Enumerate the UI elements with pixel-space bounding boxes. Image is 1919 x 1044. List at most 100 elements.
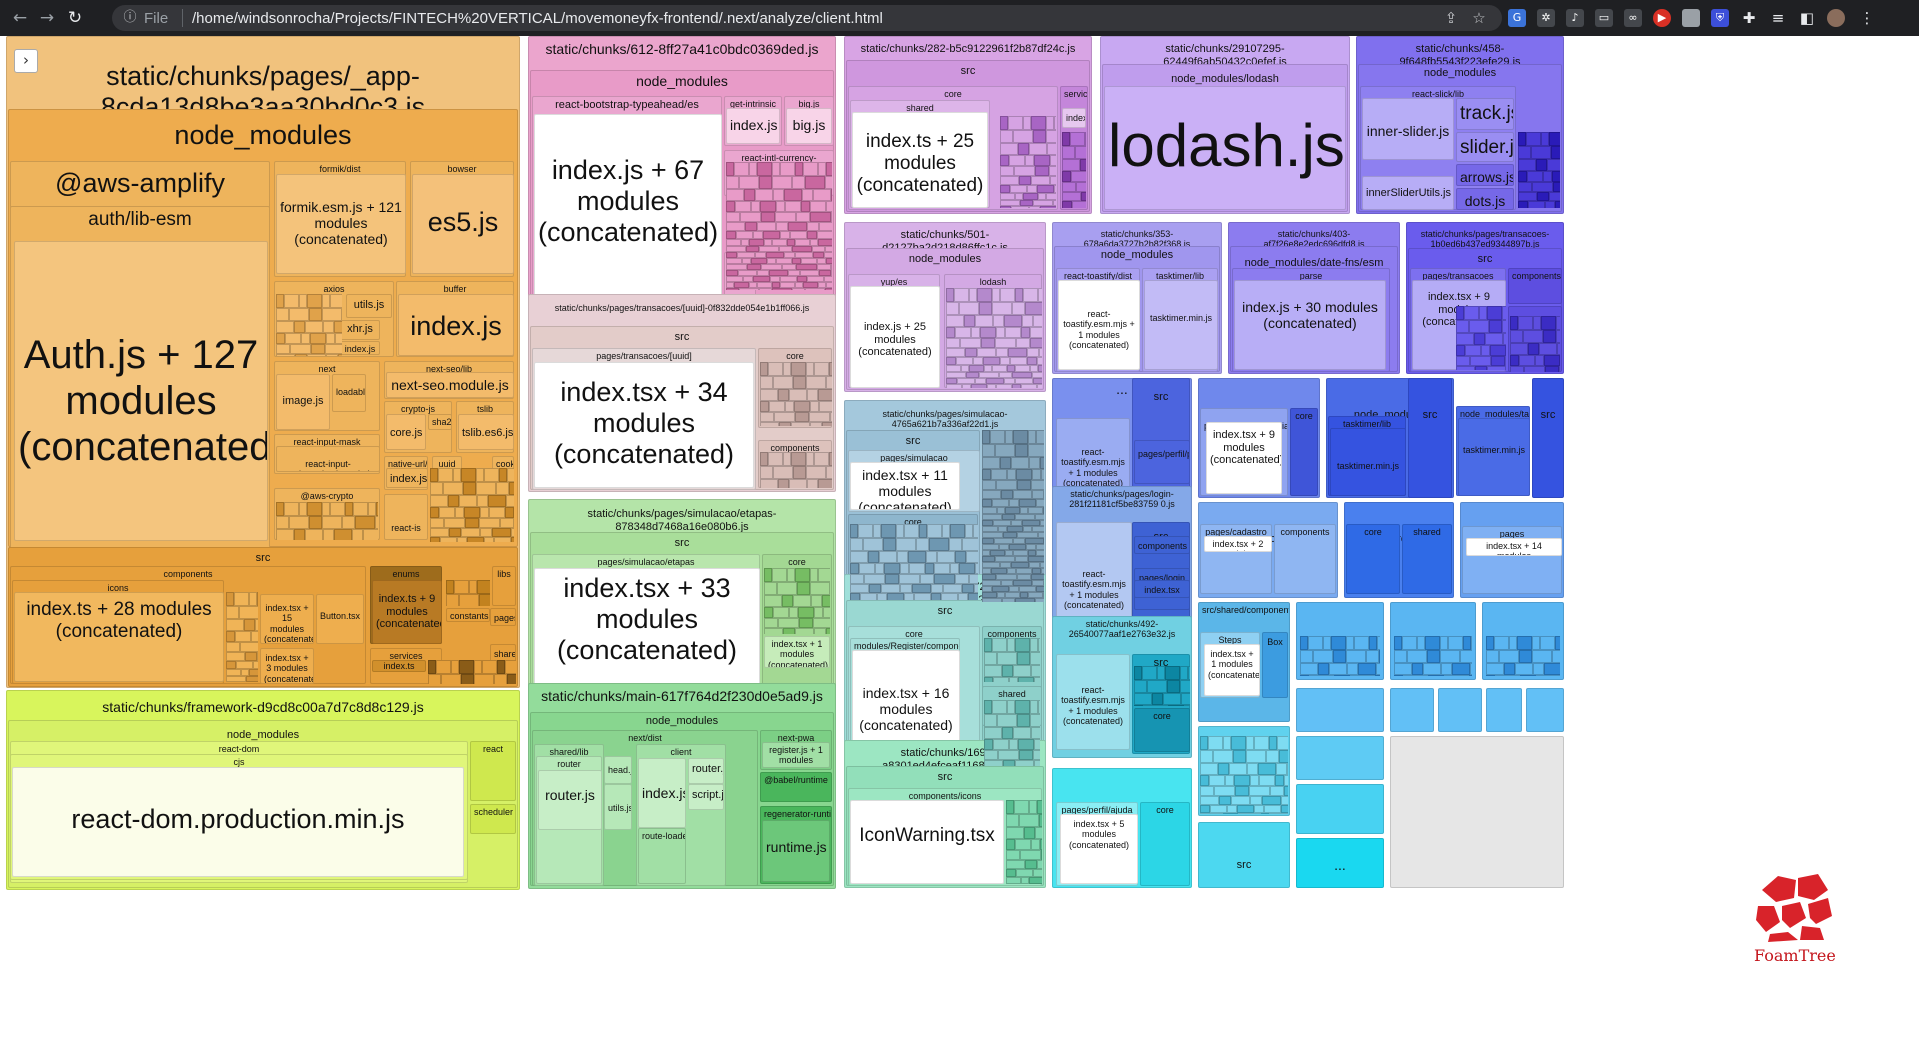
treemap-cell-blue-index-14[interactable]: index.tsx + 14 modules (concatenated) bbox=[1466, 538, 1562, 556]
treemap-cell-small-4-tasktimer[interactable]: tasktimer.min.js bbox=[1458, 418, 1530, 496]
treemap-cell-auth-js[interactable]: Auth.js + 127 modules (concatenated) bbox=[14, 241, 268, 541]
treemap-cell-pages-cadastro[interactable]: pages/cadastro bbox=[1200, 524, 1272, 594]
treemap-cell-tasktimer-min[interactable]: tasktimer.min.js bbox=[1144, 280, 1218, 370]
treemap[interactable]: static/chunks/pages/_app-8cda13d8be3aa30… bbox=[0, 36, 1919, 1044]
treemap-cell-dots[interactable]: ... bbox=[1296, 838, 1384, 888]
treemap-cell-track-js[interactable]: track.js bbox=[1456, 98, 1514, 130]
treemap-cell-small-4-src[interactable]: src bbox=[1532, 378, 1564, 498]
extension-icon[interactable]: ♪ bbox=[1566, 9, 1584, 27]
browser-menu-icon[interactable]: ⋮ bbox=[1859, 9, 1875, 27]
treemap-cell-index-ts-9[interactable]: index.ts + 9 modules (concatenated) bbox=[372, 580, 442, 644]
sidebar-toggle-button[interactable]: › bbox=[14, 49, 38, 73]
treemap-cell-icon-warning[interactable]: IconWarning.tsx bbox=[850, 800, 1004, 884]
treemap-cell-react-input-mask-prod[interactable]: react-input-mask.production.min.js bbox=[276, 446, 380, 472]
treemap-cell-small-6[interactable] bbox=[1296, 784, 1384, 834]
treemap-cell-index-js-25[interactable]: index.js + 25 modules (concatenated) bbox=[850, 286, 940, 388]
treemap-cell-core-js[interactable]: core.js bbox=[386, 414, 426, 450]
treemap-cell-utils-js-main[interactable]: utils.js bbox=[604, 784, 632, 830]
treemap-cell-box[interactable]: Box bbox=[1262, 632, 1288, 698]
treemap-cell-blue-shared-1[interactable]: shared bbox=[1402, 524, 1452, 594]
treemap-cell-small-3-src[interactable]: src bbox=[1408, 378, 1452, 498]
puzzle-extensions-icon[interactable]: ✚ bbox=[1742, 9, 1756, 27]
treemap-cell-c282-index[interactable]: index.ts bbox=[1062, 108, 1086, 128]
treemap-cell-index-tsx-33[interactable]: index.tsx + 33 modules (concatenated) bbox=[534, 568, 760, 698]
treemap-cell-index-js-67[interactable]: index.js + 67 modules (concatenated) bbox=[534, 114, 722, 319]
treemap-cell-ajuda-index[interactable]: index.tsx + 5 modules (concatenated) bbox=[1060, 814, 1138, 884]
treemap-cell-lodash-js[interactable]: lodash.js bbox=[1104, 86, 1346, 210]
media-controls-icon[interactable]: ≡ bbox=[1771, 9, 1785, 27]
treemap-cell-react-is[interactable]: react-is bbox=[384, 494, 428, 540]
treemap-cell-index-js-30[interactable]: index.js + 30 modules (concatenated) bbox=[1234, 280, 1386, 370]
extension-icon[interactable]: ▭ bbox=[1595, 9, 1613, 27]
treemap-cell-tslib-es6[interactable]: tslib.es6.js bbox=[458, 414, 514, 450]
treemap-cell-small-3[interactable] bbox=[1486, 688, 1522, 732]
treemap-cell-xhr-js[interactable]: xhr.js bbox=[340, 320, 380, 340]
treemap-cell-small-2[interactable] bbox=[1438, 688, 1482, 732]
treemap-cell-c492-core[interactable]: core bbox=[1134, 708, 1190, 752]
treemap-cell-small-2-core[interactable]: core bbox=[1290, 408, 1318, 496]
treemap-cell-se-index-1[interactable]: index.tsx + 1 modules (concatenated) bbox=[764, 636, 830, 668]
treemap-cell-index-tsx-11[interactable]: index.tsx + 11 modules (concatenated) bbox=[850, 462, 960, 510]
treemap-cell-scheduler[interactable]: scheduler bbox=[470, 804, 516, 834]
treemap-cell-loadable-js[interactable]: loadable.js bbox=[332, 374, 366, 412]
treemap-cell-cyan-src-2[interactable]: src bbox=[1198, 822, 1290, 888]
treemap-cell-sha256[interactable]: sha256.js bbox=[428, 414, 452, 430]
reload-icon[interactable]: ↻ bbox=[67, 8, 83, 28]
extension-icon[interactable]: ✲ bbox=[1537, 9, 1555, 27]
info-icon[interactable]: ⓘ bbox=[123, 10, 137, 25]
url-text[interactable]: /home/windsonrocha/Projects/FINTECH%20VE… bbox=[192, 10, 883, 27]
treemap-cell-axios-index[interactable]: index.js bbox=[340, 341, 380, 355]
treemap-cell-register-js[interactable]: register.js + 1 modules (concatenated) bbox=[762, 742, 830, 768]
treemap-cell-react[interactable]: react bbox=[470, 741, 516, 801]
treemap-cell-head-js[interactable]: head.js bbox=[604, 756, 632, 784]
treemap-cell-small-3-tasktimer[interactable]: tasktimer.min.js bbox=[1330, 428, 1406, 496]
back-arrow-icon[interactable]: ← bbox=[12, 8, 28, 28]
treemap-cell-steps-index[interactable]: index.tsx + 1 modules (concatenated) bbox=[1204, 644, 1260, 696]
treemap-cell-cadastro-components[interactable]: components bbox=[1274, 524, 1336, 594]
treemap-cell-cadastro-index[interactable]: index.tsx + 2 modules (concatenated) bbox=[1204, 536, 1272, 552]
treemap-cell-constants[interactable]: constants bbox=[446, 608, 490, 622]
treemap-cell-utils-js[interactable]: utils.js bbox=[346, 294, 392, 318]
treemap-cell-route-loader[interactable]: route-loader.js bbox=[638, 828, 686, 884]
avatar[interactable] bbox=[1827, 9, 1845, 27]
treemap-cell-pages-perfil-pix[interactable]: pages/perfil/pix bbox=[1134, 440, 1190, 484]
shield-icon[interactable]: ⛨ bbox=[1711, 9, 1729, 27]
treemap-cell-dots-js[interactable]: dots.js bbox=[1456, 188, 1514, 210]
treemap-cell-arrows-js[interactable]: arrows.js bbox=[1456, 164, 1514, 186]
treemap-cell-services-index[interactable]: index.ts bbox=[372, 660, 426, 672]
youtube-extension-icon[interactable]: ▶ bbox=[1653, 9, 1671, 27]
forward-arrow-icon[interactable]: → bbox=[39, 8, 55, 28]
treemap-cell-image-js[interactable]: image.js bbox=[276, 374, 330, 430]
treemap-cell-es5-js[interactable]: es5.js bbox=[412, 174, 514, 274]
treemap-cell-client-index[interactable]: index.js bbox=[638, 758, 686, 828]
treemap-cell-next-seo-module[interactable]: next-seo.module.js bbox=[386, 372, 514, 398]
translate-extension-icon[interactable]: G bbox=[1508, 9, 1526, 27]
treemap-cell-blue-core-1[interactable]: core bbox=[1346, 524, 1400, 594]
treemap-cell-small-4[interactable] bbox=[1526, 688, 1564, 732]
treemap-cell-react-dom-prod[interactable]: react-dom.production.min.js bbox=[12, 767, 464, 877]
treemap-cell-script-js[interactable]: script.js bbox=[688, 784, 724, 810]
treemap-cell-index-ts-25[interactable]: index.ts + 25 modules (concatenated) bbox=[852, 112, 988, 208]
treemap-cell-login-index[interactable]: index.tsx bbox=[1134, 580, 1190, 598]
treemap-cell-formik-esm[interactable]: formik.esm.js + 121 modules (concatenate… bbox=[276, 174, 406, 274]
treemap-cell-babel-runtime[interactable]: @babel/runtime bbox=[760, 772, 832, 802]
treemap-cell-big-js[interactable]: big.js bbox=[786, 108, 832, 144]
extension-icon[interactable]: ∞ bbox=[1624, 9, 1642, 27]
treemap-cell-login-components[interactable]: components bbox=[1134, 536, 1190, 554]
treemap-cell-slider-js[interactable]: slider.js bbox=[1456, 132, 1514, 162]
treemap-cell-index-ts-28[interactable]: index.ts + 28 modules (concatenated) bbox=[14, 592, 224, 682]
treemap-cell-inner-slider[interactable]: inner-slider.js bbox=[1362, 98, 1454, 160]
treemap-cell-libs[interactable]: libs bbox=[492, 566, 516, 606]
treemap-cell-small-1[interactable] bbox=[1390, 688, 1434, 732]
treemap-cell-index-tsx-3[interactable]: index.tsx + 3 modules (concatenated) bbox=[260, 648, 314, 684]
treemap-cell-gi-index[interactable]: index.js bbox=[726, 108, 780, 144]
side-panel-icon[interactable]: ◧ bbox=[1799, 9, 1815, 27]
treemap-cell-small-5[interactable] bbox=[1296, 736, 1384, 780]
treemap-cell-tr-components[interactable]: components bbox=[1508, 268, 1562, 304]
treemap-cell-router-js[interactable]: router.js bbox=[538, 770, 602, 830]
treemap-cell-runtime-js[interactable]: runtime.js bbox=[762, 820, 830, 882]
treemap-cell-buffer-index[interactable]: index.js bbox=[398, 294, 514, 356]
treemap-cell-inner-slider-utils[interactable]: innerSliderUtils.js bbox=[1362, 176, 1454, 210]
treemap-cell-small-2-index[interactable]: index.tsx + 9 modules (concatenated) bbox=[1206, 422, 1282, 494]
treemap-cell-index-tsx-15[interactable]: index.tsx + 15 modules (concatenated) bbox=[260, 594, 314, 644]
